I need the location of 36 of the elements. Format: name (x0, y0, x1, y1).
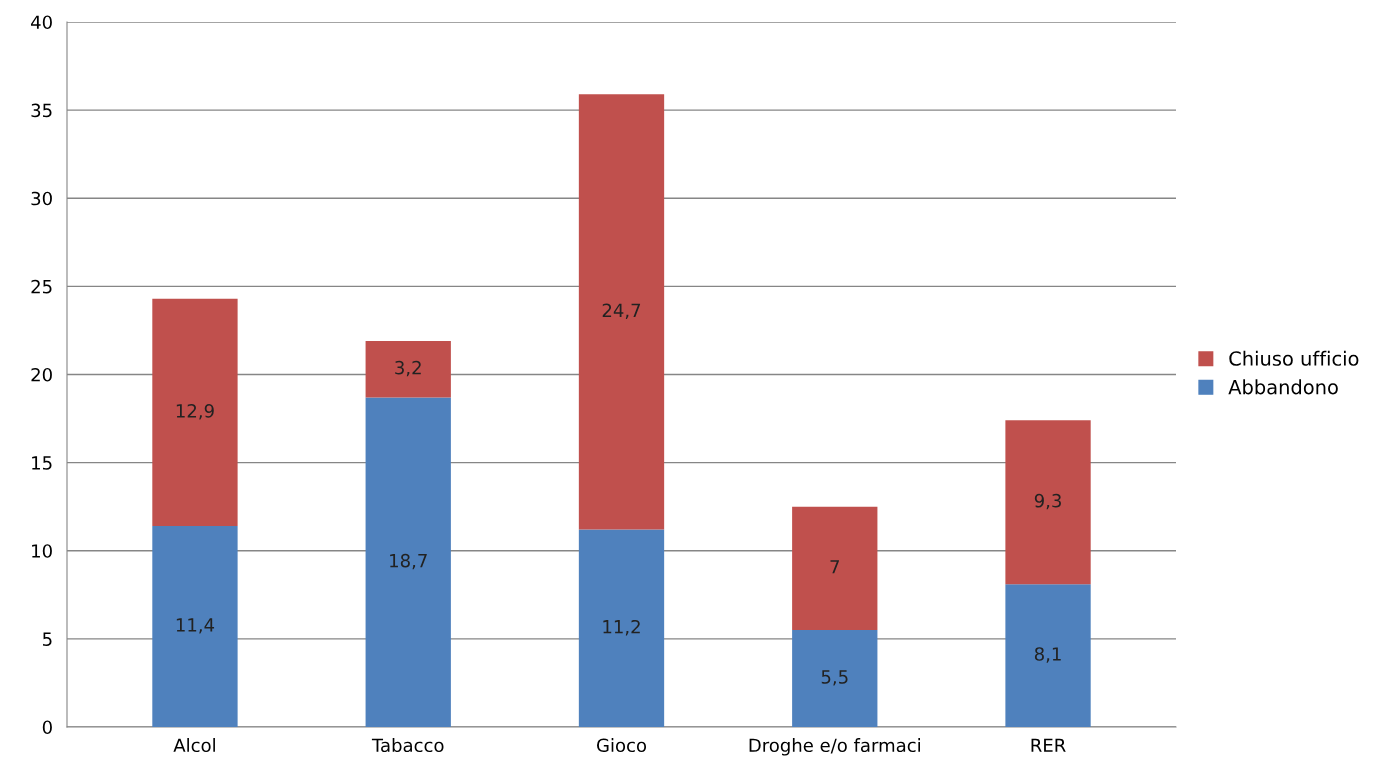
data-label: 18,7 (390, 553, 427, 570)
y-tick-label: 20 (31, 367, 52, 382)
bar (365, 397, 451, 727)
data-label: 7 (830, 560, 839, 574)
y-tick-label: 10 (32, 544, 52, 558)
bar (792, 630, 878, 727)
legend-label: Abbandono (1228, 379, 1338, 395)
x-tick-label: Alcol (173, 738, 215, 753)
legend-label: Chiuso ufficio (1229, 350, 1359, 366)
y-tick-label: 40 (31, 15, 52, 30)
x-tick-label: Gioco (597, 738, 647, 753)
bar (578, 94, 665, 530)
bar (578, 529, 665, 727)
data-label: 11,4 (176, 618, 215, 634)
y-tick-label: 5 (43, 632, 52, 646)
data-label: 24,7 (602, 303, 641, 320)
bar (365, 341, 451, 398)
y-tick-label: 35 (31, 103, 52, 118)
data-label: 9,3 (1034, 493, 1061, 510)
bar (1005, 420, 1091, 585)
y-tick-label: 0 (42, 720, 52, 735)
bar (152, 526, 238, 727)
data-label: 3,2 (395, 360, 421, 377)
x-tick-label: RER (1031, 738, 1066, 752)
x-tick-label: Tabacco (371, 738, 444, 753)
data-label: 12,9 (176, 403, 214, 420)
bar (792, 506, 878, 631)
data-label: 11,2 (603, 619, 640, 636)
data-label: 8,1 (1034, 647, 1061, 663)
y-tick-label: 30 (31, 191, 52, 206)
data-label: 5,5 (821, 670, 848, 686)
bar (152, 298, 238, 527)
y-tick-label: 15 (32, 456, 52, 470)
bar (1005, 584, 1091, 727)
x-tick-label: Droghe e/o farmaci (749, 738, 920, 756)
y-tick-label: 25 (31, 279, 52, 294)
